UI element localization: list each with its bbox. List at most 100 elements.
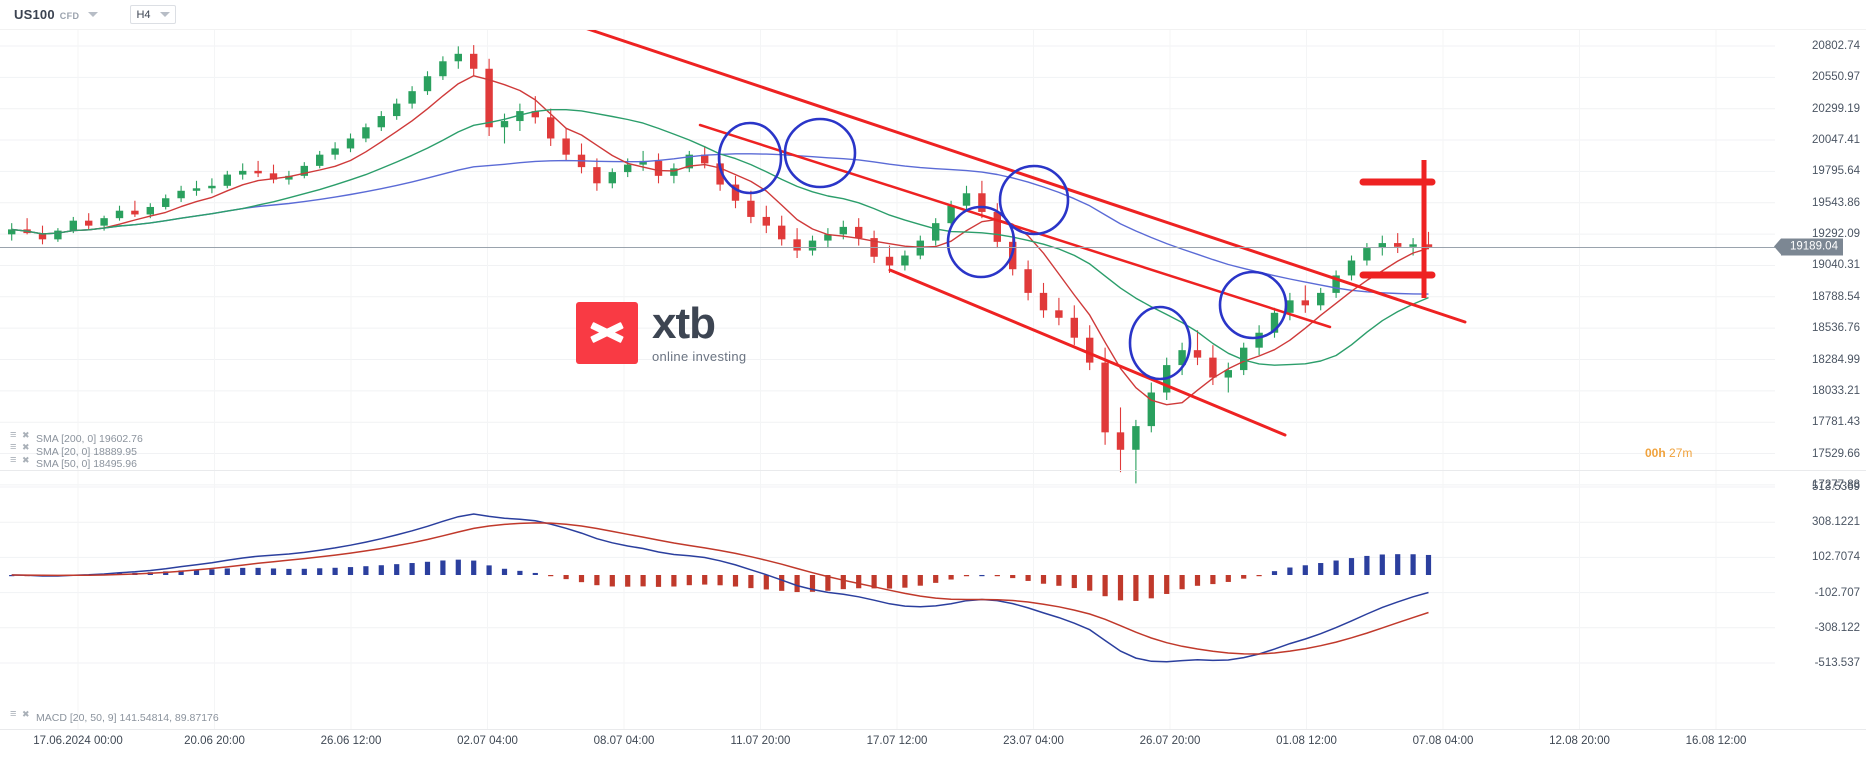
close-icon[interactable]	[22, 456, 31, 469]
macd-histogram-bar	[732, 575, 739, 587]
price-axis-label: 17781.43	[1812, 416, 1860, 429]
candlestick	[1270, 312, 1279, 333]
timeframe-selector[interactable]: H4	[130, 5, 177, 24]
macd-histogram-bar	[1179, 575, 1185, 590]
macd-histogram-bar	[193, 569, 200, 575]
xtb-logo-mark	[576, 302, 638, 364]
candlestick	[100, 218, 108, 226]
candlestick	[1394, 243, 1402, 247]
macd-histogram-bar	[1210, 575, 1216, 585]
macd-histogram-bar	[763, 575, 769, 590]
macd-histogram-bar	[640, 575, 646, 587]
macd-histogram-bar	[440, 560, 446, 575]
time-axis-label: 01.08 12:00	[1276, 735, 1337, 747]
indicator-legend-row[interactable]: SMA [50, 0] 18495.96	[10, 455, 143, 471]
countdown-hours: 00h	[1645, 446, 1666, 460]
macd-histogram-bar	[1318, 563, 1324, 575]
layers-icon[interactable]	[10, 430, 19, 444]
trendline	[698, 123, 1332, 329]
macd-series	[0, 470, 1775, 759]
time-axis-label: 16.08 12:00	[1685, 735, 1747, 747]
macd-histogram-bar	[1056, 575, 1062, 586]
macd-histogram-bar	[594, 575, 600, 586]
candlestick	[285, 175, 293, 180]
layers-icon[interactable]	[10, 442, 19, 456]
macd-axis-label: -102.707	[1814, 586, 1860, 599]
candlestick	[1286, 300, 1294, 313]
candlestick	[1224, 370, 1232, 378]
close-icon[interactable]	[22, 431, 31, 444]
pattern-annotation-circle	[1128, 305, 1192, 381]
macd-legend-row[interactable]: MACD [20, 50, 9] 141.54814, 89.87176	[10, 709, 219, 725]
price-axis[interactable]: 20802.74 20550.97 20299.19 20047.41 19795.64…	[1774, 30, 1866, 730]
layers-icon[interactable]	[10, 709, 19, 723]
candlestick	[516, 111, 524, 122]
macd-histogram-bar	[625, 575, 631, 587]
time-axis-label: 20.06 20:00	[184, 735, 245, 747]
candlestick	[1147, 392, 1155, 427]
macd-histogram-bar	[532, 572, 538, 575]
macd-histogram-bar	[270, 568, 277, 575]
time-axis-label: 11.07 20:00	[730, 735, 791, 747]
layers-icon[interactable]	[10, 455, 19, 469]
macd-histogram-bar	[1040, 575, 1047, 584]
macd-histogram-bar	[471, 560, 477, 575]
indicator-legend-row[interactable]: SMA [200, 0] 19602.76	[10, 430, 143, 446]
price-axis-label: 19040.31	[1812, 259, 1860, 272]
close-icon[interactable]	[22, 443, 31, 456]
macd-histogram-bar	[1348, 558, 1355, 575]
macd-histogram-bar	[1333, 560, 1339, 575]
macd-histogram-bar	[301, 568, 307, 575]
timeframe-label: H4	[136, 8, 151, 21]
chevron-down-icon[interactable]	[160, 12, 171, 17]
macd-histogram-bar	[578, 575, 585, 583]
macd-histogram-bar	[317, 568, 323, 575]
macd-histogram-bar	[1071, 575, 1077, 589]
candlestick	[146, 206, 154, 215]
macd-histogram-bar	[748, 575, 754, 589]
macd-histogram-bar	[609, 575, 615, 587]
macd-histogram-bar	[671, 575, 677, 587]
candlestick	[131, 210, 139, 215]
macd-histogram-bar	[1164, 575, 1170, 594]
time-axis-label: 23.07 04:00	[1003, 735, 1064, 747]
candlestick	[8, 229, 16, 235]
candlestick	[331, 148, 339, 155]
candlestick	[993, 211, 1001, 242]
candlestick	[1193, 350, 1202, 358]
macd-histogram-bar	[486, 565, 492, 575]
close-icon[interactable]	[22, 710, 31, 723]
candlestick	[978, 193, 986, 212]
indicator-legend-macd: MACD [20, 50, 9] 141.54814, 89.87176	[10, 709, 219, 725]
indicator-legend-row[interactable]: SMA [20, 0] 18889.95	[10, 442, 143, 458]
macd-histogram-bar	[455, 559, 461, 575]
candlestick	[316, 154, 324, 166]
candlestick	[1039, 292, 1048, 311]
time-axis[interactable]: 17.06.2024 00:00 20.06 20:00 26.06 12:00 02…	[0, 730, 1866, 759]
macd-histogram-bar	[1379, 554, 1385, 575]
macd-histogram-bar	[563, 575, 569, 580]
price-axis-label: 20047.41	[1812, 134, 1860, 147]
macd-histogram-bar	[902, 575, 908, 588]
current-price-badge: 19189.04	[1774, 238, 1843, 256]
candlestick	[824, 234, 832, 241]
candlestick	[115, 210, 124, 219]
candlestick	[500, 121, 509, 128]
macd-histogram-bar	[286, 568, 292, 575]
macd-histogram-bar	[655, 575, 662, 587]
indicator-legend-text: SMA [20, 0] 18889.95	[36, 445, 137, 458]
candlestick	[1024, 269, 1032, 293]
candlestick	[1178, 350, 1186, 366]
panel-separator	[0, 729, 1866, 730]
candlestick	[1209, 357, 1217, 378]
macd-histogram-bar	[1010, 575, 1016, 579]
indicator-legend-sma: SMA [200, 0] 19602.76SMA [20, 0] 18889.9…	[10, 430, 143, 471]
time-axis-label: 12.08 20:00	[1549, 735, 1610, 747]
candlestick	[1086, 337, 1094, 363]
chevron-down-icon[interactable]	[88, 12, 99, 17]
symbol-selector[interactable]: US100 CFD	[14, 7, 99, 22]
candlestick	[593, 167, 601, 184]
macd-histogram-bar	[1425, 554, 1432, 575]
candlestick	[962, 193, 971, 206]
time-axis-label: 17.06.2024 00:00	[33, 735, 123, 747]
